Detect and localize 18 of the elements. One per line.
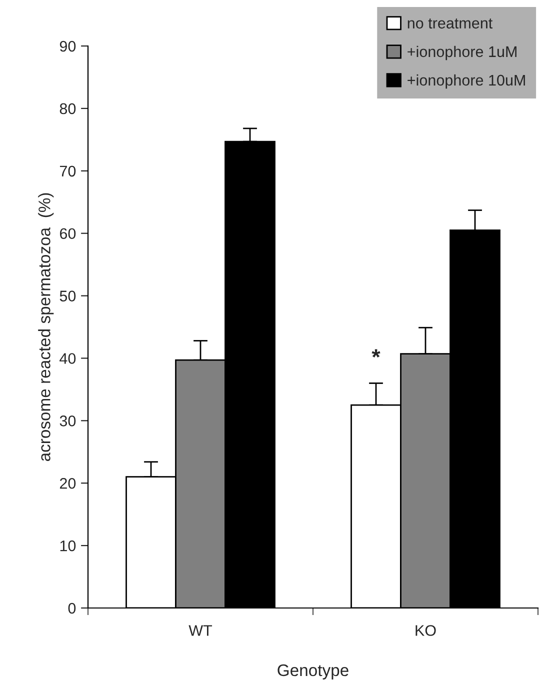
y-tick-label: 30 bbox=[60, 416, 76, 426]
y-tick-label: 40 bbox=[60, 353, 76, 364]
y-tick-label: 10 bbox=[60, 540, 76, 552]
legend-label: +ionophore 1uM bbox=[408, 46, 516, 60]
legend-label: +ionophore 10uM bbox=[408, 74, 525, 89]
y-tick-label: 60 bbox=[60, 228, 76, 240]
y-tick-label: 70 bbox=[60, 166, 76, 177]
y-axis-title: acrosome reacted spermatozoa (%) bbox=[38, 193, 54, 462]
x-tick-label: KO bbox=[416, 625, 436, 636]
legend-label: no treatment bbox=[408, 18, 493, 29]
y-tick-label: 90 bbox=[60, 40, 76, 52]
annotation: * bbox=[372, 349, 380, 358]
x-tick-label: WT bbox=[188, 625, 212, 636]
y-tick-label: 50 bbox=[60, 290, 76, 302]
y-tick-label: 80 bbox=[60, 103, 76, 114]
x-axis-title: Genotype bbox=[278, 664, 348, 680]
y-tick-label: 0 bbox=[68, 602, 76, 614]
y-tick-label: 20 bbox=[60, 478, 76, 489]
